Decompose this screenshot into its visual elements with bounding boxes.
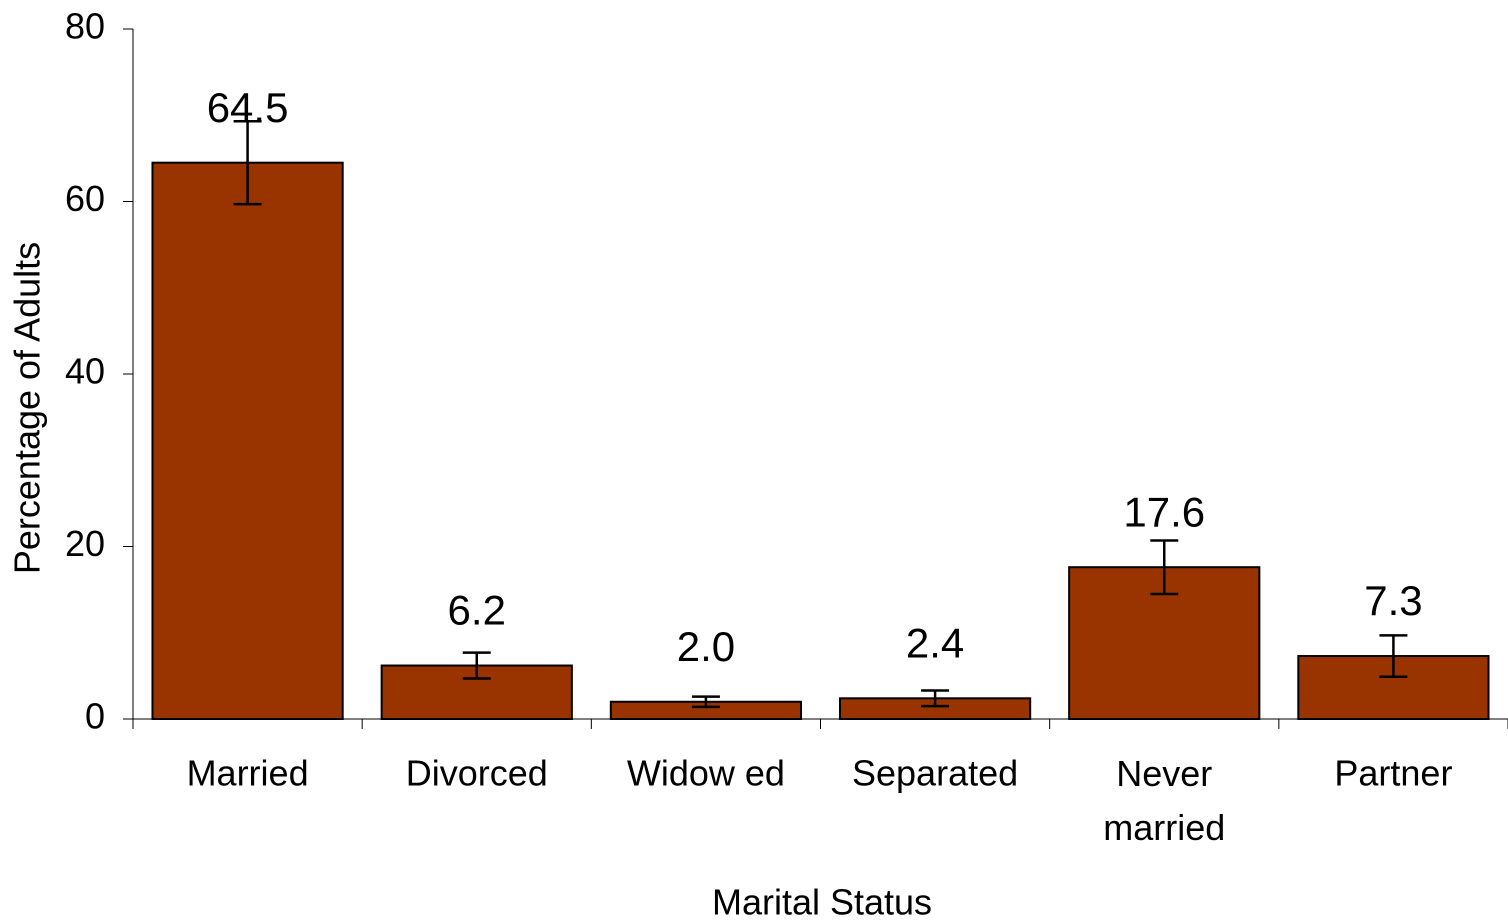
x-tick-label: Divorced (406, 753, 548, 794)
value-label: 64.5 (207, 84, 289, 131)
error-bar (233, 120, 262, 206)
value-label: 6.2 (448, 587, 506, 634)
bar (151, 161, 344, 720)
error-bar (921, 689, 950, 708)
x-tick-label: Never married (1103, 753, 1225, 848)
x-axis-title: Marital Status (712, 882, 932, 923)
y-tick-label: 40 (65, 351, 105, 392)
x-tick-label: Partner (1334, 753, 1452, 794)
error-bar (462, 651, 491, 680)
bar (380, 664, 573, 721)
error-bar (1379, 634, 1408, 678)
x-tick-label: Separated (852, 753, 1018, 794)
y-tick-label: 80 (65, 6, 105, 47)
x-tick-label: Widow ed (627, 753, 785, 794)
x-tick-label: Married (187, 753, 309, 794)
value-label: 17.6 (1123, 488, 1205, 535)
value-label: 2.0 (677, 623, 735, 670)
error-bar (1150, 539, 1179, 596)
y-axis-title: Percentage of Adults (7, 242, 48, 574)
value-label: 7.3 (1364, 577, 1422, 624)
error-bar (691, 695, 720, 709)
value-label: 2.4 (906, 619, 964, 666)
y-tick-label: 60 (65, 178, 105, 219)
y-tick-label: 20 (65, 523, 105, 564)
y-tick-label: 0 (85, 696, 105, 737)
